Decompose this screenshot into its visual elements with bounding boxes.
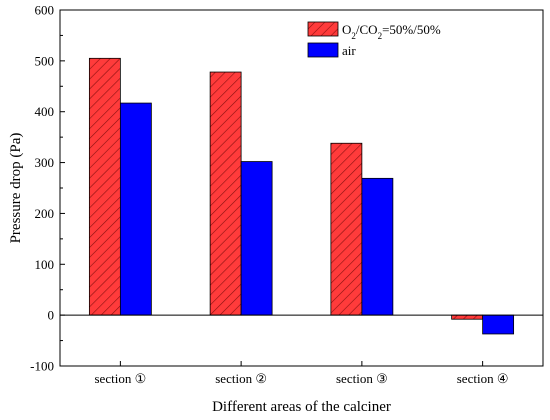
bars-group [88, 57, 515, 335]
x-tick-label: section ② [215, 371, 267, 386]
y-tick-label: 600 [35, 3, 55, 18]
bar-o2-co2 [209, 71, 242, 316]
legend-sub-2a: 2 [351, 31, 356, 41]
x-axis: section ① section ② section ③ section ④ [95, 361, 509, 386]
bar-o2-co2 [451, 314, 484, 320]
y-tick-label: 0 [48, 308, 55, 323]
x-tick-label: section ④ [457, 371, 509, 386]
bar-air [119, 102, 152, 316]
legend-part-co: /CO [356, 22, 378, 37]
y-axis-title: Pressure drop (Pa) [8, 133, 24, 244]
bar-air [240, 161, 273, 316]
y-tick-label: 100 [35, 257, 55, 272]
legend-part-ratio: =50%/50% [382, 22, 441, 37]
legend-label-air: air [342, 43, 356, 58]
y-axis: -100 0 100 200 300 400 500 600 [30, 3, 65, 374]
y-tick-label: -100 [30, 359, 54, 374]
legend-sub-2b: 2 [378, 31, 383, 41]
legend-swatch-air [307, 42, 339, 58]
legend-part-o: O [342, 22, 351, 37]
x-tick-label: section ① [95, 371, 147, 386]
legend-label-o2-co2: O2/CO2=50%/50% [342, 22, 441, 41]
legend-swatch-o2-co2 [307, 21, 339, 37]
y-tick-label: 200 [35, 206, 55, 221]
legend: O2/CO2=50%/50% air [307, 21, 441, 58]
y-tick-label: 400 [35, 104, 55, 119]
y-tick-label: 300 [35, 155, 55, 170]
bar-air [482, 314, 515, 335]
bar-o2-co2 [330, 142, 363, 316]
y-tick-label: 500 [35, 53, 55, 68]
bar-o2-co2 [88, 57, 121, 316]
x-axis-title: Different areas of the calciner [212, 399, 391, 415]
x-tick-label: section ③ [336, 371, 388, 386]
bar-air [361, 177, 394, 316]
